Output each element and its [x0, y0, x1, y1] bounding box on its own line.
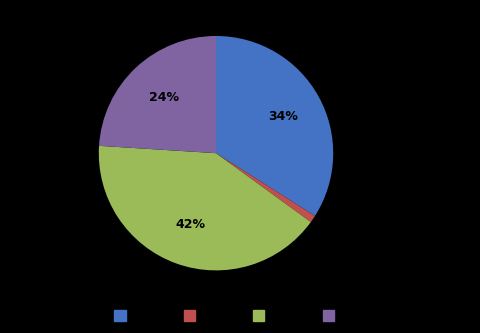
Wedge shape — [99, 36, 216, 153]
Legend: , , , : , , , — [112, 306, 339, 326]
Wedge shape — [216, 36, 333, 216]
Text: 24%: 24% — [149, 91, 179, 104]
Wedge shape — [216, 153, 315, 222]
Text: 42%: 42% — [175, 218, 205, 231]
Wedge shape — [99, 146, 311, 270]
Text: 34%: 34% — [268, 110, 298, 123]
